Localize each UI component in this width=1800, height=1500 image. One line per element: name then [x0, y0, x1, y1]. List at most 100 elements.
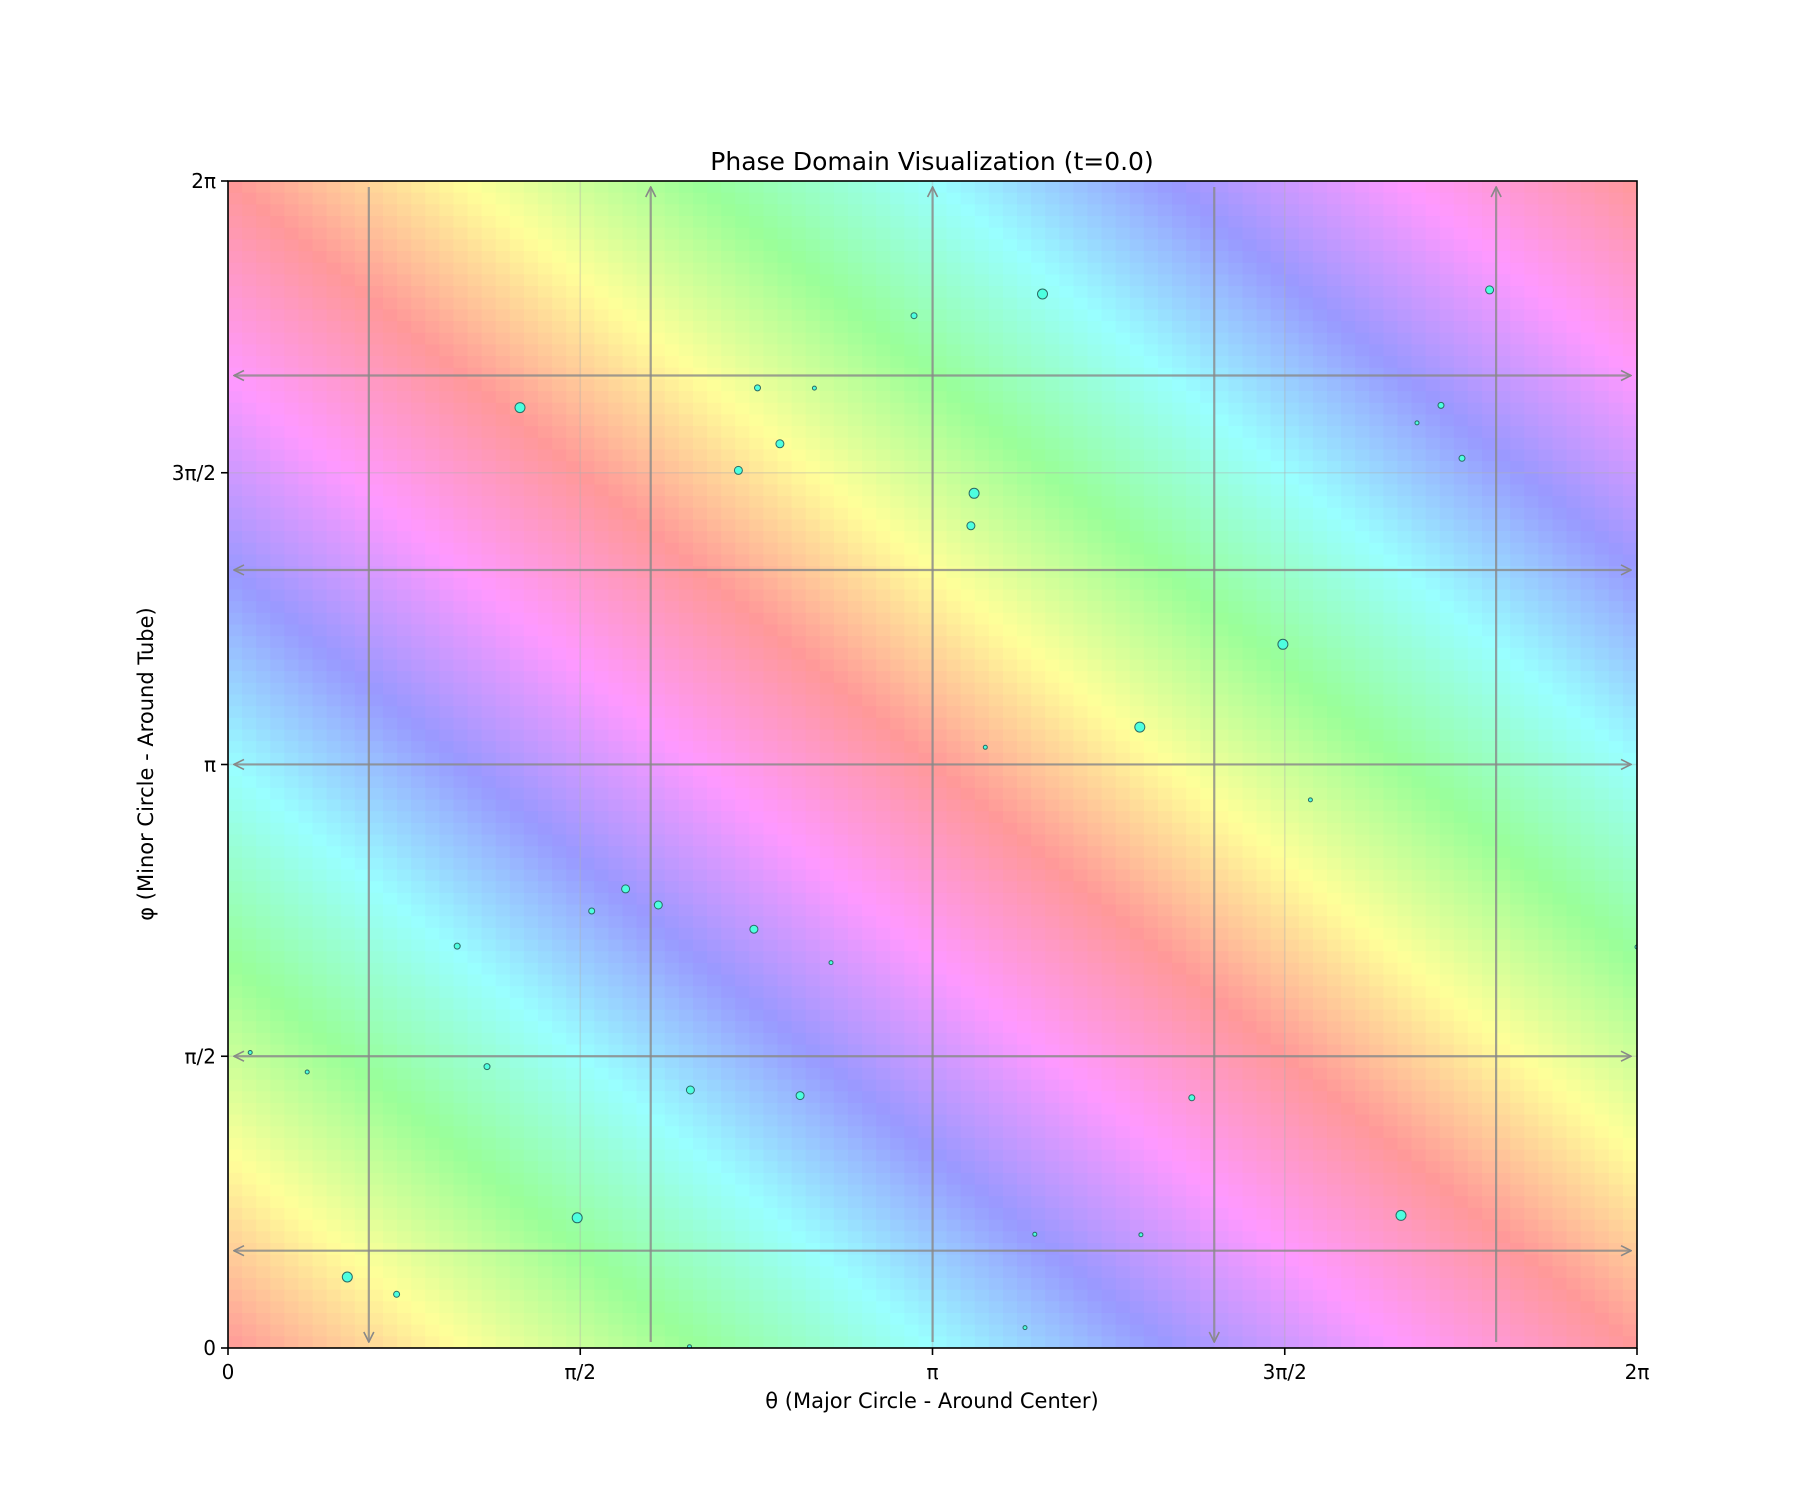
heatmap-cell [749, 367, 765, 380]
heatmap-cell [1242, 461, 1258, 474]
heatmap-cell [1101, 717, 1117, 731]
heatmap-cell [1453, 472, 1469, 486]
heatmap-cell [242, 216, 257, 229]
heatmap-cell [1327, 554, 1342, 567]
heatmap-cell [847, 262, 863, 275]
heatmap-cell [1172, 356, 1187, 369]
heatmap-cell [636, 297, 652, 310]
heatmap-cell [509, 449, 525, 462]
heatmap-cell [833, 402, 849, 415]
heatmap-cell [439, 344, 455, 357]
heatmap-cell [862, 262, 877, 275]
heatmap-cell [228, 391, 243, 404]
heatmap-cell [1439, 717, 1455, 731]
heatmap-cell [1214, 402, 1229, 415]
heatmap-cell [1284, 624, 1300, 637]
heatmap-cell [932, 414, 948, 427]
heatmap-cell [636, 752, 652, 766]
heatmap-cell [1341, 181, 1356, 194]
heatmap-cell [439, 356, 455, 369]
heatmap-cell [537, 309, 553, 322]
heatmap-cell [721, 192, 736, 205]
heatmap-cell [1327, 601, 1342, 614]
heatmap-cell [439, 542, 455, 556]
heatmap-cell [1383, 181, 1399, 194]
heatmap-cell [284, 379, 300, 392]
heatmap-cell [1157, 729, 1173, 742]
heatmap-cell [1031, 274, 1046, 287]
heatmap-cell [1157, 741, 1173, 754]
heatmap-cell [847, 251, 863, 264]
heatmap-cell [1242, 507, 1258, 521]
heatmap-cell [397, 216, 412, 229]
heatmap-cell [833, 391, 849, 404]
heatmap-cell [1453, 426, 1469, 439]
heatmap-cell [1200, 484, 1215, 497]
heatmap-cell [805, 204, 821, 217]
heatmap-cell [354, 566, 370, 579]
heatmap-cell [1622, 729, 1637, 742]
heatmap-cell [1552, 402, 1568, 415]
heatmap-cell [1411, 659, 1427, 672]
heatmap-cell [608, 729, 624, 742]
heatmap-cell [1228, 239, 1244, 252]
heatmap-cell [382, 496, 398, 509]
heatmap-cell [692, 741, 708, 754]
heatmap-cell [622, 356, 638, 369]
heatmap-cell [1242, 262, 1258, 275]
heatmap-cell [580, 402, 595, 415]
heatmap-cell [988, 379, 1004, 392]
heatmap-cell [608, 192, 624, 205]
heatmap-cell [974, 274, 990, 287]
heatmap-cell [1242, 332, 1258, 345]
heatmap-cell [721, 542, 736, 556]
heatmap-cell [1172, 216, 1187, 229]
heatmap-cell [904, 752, 920, 766]
heatmap-cell [382, 706, 398, 719]
heatmap-cell [594, 566, 610, 579]
heatmap-cell [594, 472, 610, 486]
heatmap-cell [1496, 636, 1511, 649]
heatmap-cell [1002, 239, 1018, 252]
heatmap-cell [495, 659, 511, 672]
heatmap-cell [946, 309, 962, 322]
heatmap-cell [368, 624, 384, 637]
heatmap-cell [1524, 554, 1539, 567]
heatmap-cell [1172, 367, 1187, 380]
heatmap-cell [721, 461, 736, 474]
heatmap-cell [622, 309, 638, 322]
heatmap-cell [509, 414, 525, 427]
heatmap-cell [1087, 181, 1103, 194]
heatmap-cell [284, 717, 300, 731]
heatmap-cell [1214, 367, 1229, 380]
heatmap-cell [1087, 391, 1103, 404]
heatmap-cell [777, 484, 793, 497]
heatmap-cell [495, 496, 511, 509]
heatmap-cell [467, 216, 483, 229]
heatmap-cell [1425, 379, 1441, 392]
heatmap-cell [1017, 286, 1032, 299]
heatmap-cell [1608, 309, 1624, 322]
heatmap-cell [439, 694, 455, 707]
heatmap-cell [467, 239, 483, 252]
heatmap-cell [1397, 391, 1413, 404]
heatmap-cell [664, 741, 680, 754]
heatmap-cell [1228, 636, 1244, 649]
heatmap-cell [411, 449, 426, 462]
heatmap-cell [242, 682, 257, 696]
heatmap-cell [763, 297, 779, 310]
heatmap-cell [692, 262, 708, 275]
heatmap-cell [608, 216, 624, 229]
heatmap-cell [467, 449, 483, 462]
heatmap-cell [707, 659, 722, 672]
heatmap-cell [862, 181, 877, 194]
heatmap-cell [1341, 554, 1356, 567]
heatmap-cell [1524, 671, 1539, 684]
heatmap-cell [228, 379, 243, 392]
heatmap-cell [692, 496, 708, 509]
heatmap-cell [1327, 204, 1342, 217]
heatmap-cell [495, 554, 511, 567]
heatmap-cell [763, 414, 779, 427]
heatmap-cell [1496, 344, 1511, 357]
heatmap-cell [1002, 601, 1018, 614]
